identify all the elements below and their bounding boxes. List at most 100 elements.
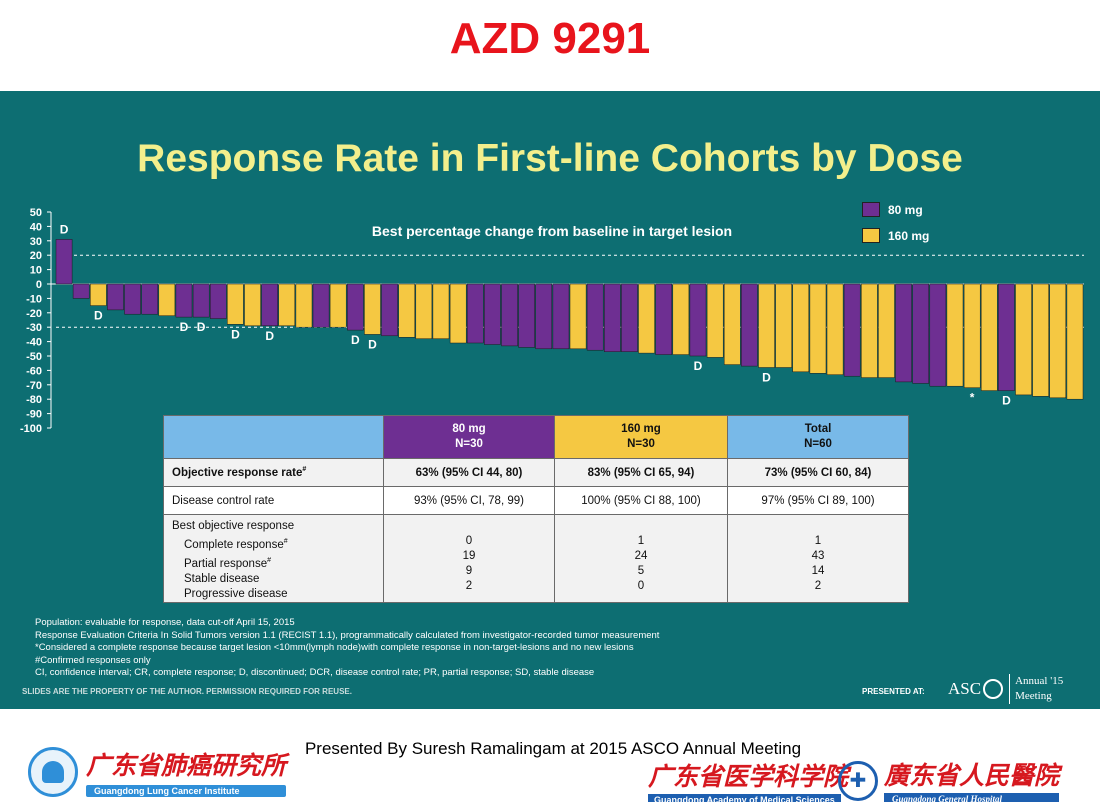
lung-cancer-institute-logo: 广东省肺癌研究所 Guangdong Lung Cancer Institute [28,746,287,797]
bar [963,283,981,388]
y-tick-label: -80 [26,394,42,406]
bar [329,283,347,328]
lung-institute-cn: 广东省肺癌研究所 [86,751,287,780]
bar [843,283,861,377]
bar [209,283,227,319]
bar [775,283,792,368]
bar [415,283,433,339]
best-80mg: 0 19 9 2 [383,514,555,603]
header-total: Total N=60 [727,415,909,459]
bar [535,283,553,350]
bar [878,283,895,378]
legend-item-80mg: 80 mg [862,202,923,217]
results-table: 80 mg N=30 160 mg N=30 Total N=60 Object… [163,415,909,603]
bar [278,283,296,327]
bar [655,283,673,355]
footnote: *Considered a complete response because … [35,642,634,654]
bar [227,283,244,325]
bar [261,283,278,327]
bar-asterisk-label: * [970,391,975,405]
y-tick-label: 40 [30,221,42,233]
bar [723,283,741,365]
best-response-labels: Best objective response Complete respons… [163,514,384,603]
bar [998,283,1015,391]
bar [244,283,261,327]
bar [792,283,810,373]
orr-160mg: 83% (95% CI 65, 94) [554,458,728,487]
best-total: 1 43 14 2 [727,514,909,603]
asco-logo: ASC Annual '15 Meeting [948,674,1088,704]
bar [569,283,587,350]
asco-name: ASC [948,679,982,698]
pd-total: 2 [814,580,822,592]
legend-label-80mg: 80 mg [888,202,923,217]
y-tick-label: -50 [26,351,42,363]
legend-swatch-80mg [862,202,880,217]
bar-discontinued-label: D [762,371,771,385]
orr-label: Objective response rate# [163,458,384,487]
hospital-cn: 廣东省人民醫院 [884,761,1060,790]
bar [175,283,193,318]
pr-label: Partial response# [172,553,375,572]
orr-80mg: 63% (95% CI 44, 80) [383,458,555,487]
y-tick-label: -30 [26,322,42,334]
bar [1066,283,1084,400]
header-total-n: N=60 [804,438,832,450]
bar [826,283,844,375]
bar [107,283,124,311]
bar [124,283,141,315]
bar [432,283,450,339]
bar [621,283,638,352]
presenter-credit: Presented By Suresh Ramalingam at 2015 A… [304,739,802,758]
sd-80mg: 9 [465,565,473,577]
cr-160mg: 1 [637,535,645,547]
cr-total: 1 [814,535,822,547]
academy-en: Guangdong Academy of Medical Sciences [648,794,841,802]
bar [449,283,467,344]
bar [347,283,364,331]
y-tick-label: -90 [26,409,42,421]
header-total-label: Total [804,423,832,435]
y-tick-label: -40 [26,337,42,349]
bar [741,283,758,367]
bar [1032,283,1049,397]
bar [466,283,484,344]
waterfall-chart: Best percentage change from baseline in … [20,207,1084,435]
bar [72,283,90,299]
bar [55,239,73,285]
header-160mg: 160 mg N=30 [554,415,728,459]
legend-swatch-160mg [862,228,880,243]
y-tick-label: -70 [26,380,42,392]
bar-discontinued-label: D [231,327,240,341]
dcr-80mg: 93% (95% CI, 78, 99) [383,486,555,515]
bar [484,283,501,345]
bar [980,283,998,391]
bar-discontinued-label: D [1002,394,1011,408]
bar [1049,283,1067,399]
dcr-row: Disease control rate 93% (95% CI, 78, 99… [163,486,909,515]
y-tick-label: 0 [36,279,42,291]
academy-logo: 广东省医学科学院 Guangdong Academy of Medical Sc… [648,757,848,802]
pr-label-text: Partial response [184,557,268,570]
footnote: CI, confidence interval; CR, complete re… [35,667,595,679]
pr-total: 43 [811,550,825,562]
academy-cn: 广东省医学科学院 [648,762,849,791]
bar [1015,283,1032,396]
bar-discontinued-label: D [351,333,360,347]
bar-discontinued-label: D [265,329,274,343]
sd-label: Stable disease [184,572,260,585]
footnote: #Confirmed responses only [35,654,151,666]
pd-80mg: 2 [465,580,473,592]
bar-discontinued-label: D [60,222,69,236]
bar [90,283,107,306]
best-160mg: 1 24 5 0 [554,514,728,603]
dcr-total: 97% (95% CI 89, 100) [727,486,909,515]
hospital-emblem-icon: ✚ [838,760,878,801]
asco-annual-meeting: Annual '15 Meeting [1009,674,1063,704]
dcr-160mg: 100% (95% CI 88, 100) [554,486,728,515]
bar-discontinued-label: D [197,320,206,334]
bar [158,283,176,316]
lung-institute-en: Guangdong Lung Cancer Institute [86,785,287,797]
header-80mg: 80 mg N=30 [383,415,555,459]
bar [706,283,724,358]
